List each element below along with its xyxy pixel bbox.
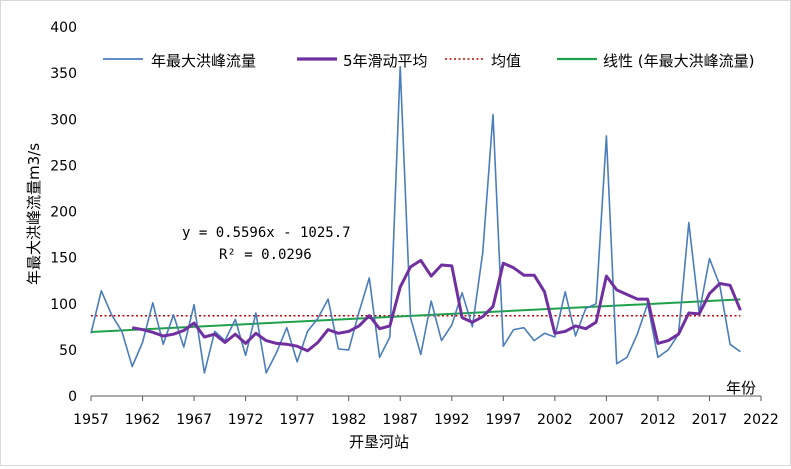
y-tick-label: 0 (68, 389, 77, 405)
x-tick-label: 1992 (434, 412, 470, 428)
y-tick-label: 350 (50, 66, 77, 82)
x-tick-label: 2012 (640, 412, 676, 428)
annual-peak-series-line (90, 65, 741, 374)
y-tick-label: 400 (50, 20, 77, 36)
x-tick-label: 2007 (589, 412, 625, 428)
legend-label-trend: 线性 (年最大洪峰流量) (603, 52, 754, 70)
y-tick-label: 250 (50, 158, 77, 174)
moving-average-series-line (131, 258, 742, 353)
x-axis-title: 开垦河站 (349, 433, 409, 451)
y-tick-label: 100 (50, 297, 77, 313)
trend-r-squared: R² = 0.0296 (219, 247, 312, 263)
x-tick-label: 1982 (331, 412, 367, 428)
axes: 0 50 100 150 200 250 300 350 400 1957 1962 1967 1972… (50, 20, 779, 428)
x-tick-label: 2002 (537, 412, 573, 428)
x-unit-label: 年份 (726, 379, 756, 397)
x-tick-label: 1997 (485, 412, 521, 428)
y-tick-label: 150 (50, 251, 77, 267)
legend: 年最大洪峰流量 5年滑动平均 均值 线性 (年最大洪峰流量) (103, 52, 754, 70)
x-tick-label: 1967 (176, 412, 212, 428)
x-tick-label: 1987 (382, 412, 418, 428)
trend-equation: y = 0.5596x - 1025.7 (182, 225, 351, 241)
x-tick-label: 1972 (228, 412, 264, 428)
x-tick-label: 1957 (73, 412, 109, 428)
legend-label-annual-peak: 年最大洪峰流量 (151, 52, 256, 70)
series-layer (90, 65, 742, 374)
y-tick-label: 50 (59, 343, 77, 359)
y-tick-label: 300 (50, 112, 77, 128)
x-tick-label: 1977 (279, 412, 315, 428)
legend-label-moving-average: 5年滑动平均 (343, 52, 428, 70)
y-axis-title: 年最大洪峰流量m3/s (25, 143, 43, 285)
legend-label-mean: 均值 (491, 52, 521, 70)
x-tick-label: 2022 (743, 412, 779, 428)
y-tick-label: 200 (50, 205, 77, 221)
x-tick-label: 2017 (692, 412, 728, 428)
x-tick-label: 1962 (125, 412, 161, 428)
trend-line (90, 298, 741, 333)
